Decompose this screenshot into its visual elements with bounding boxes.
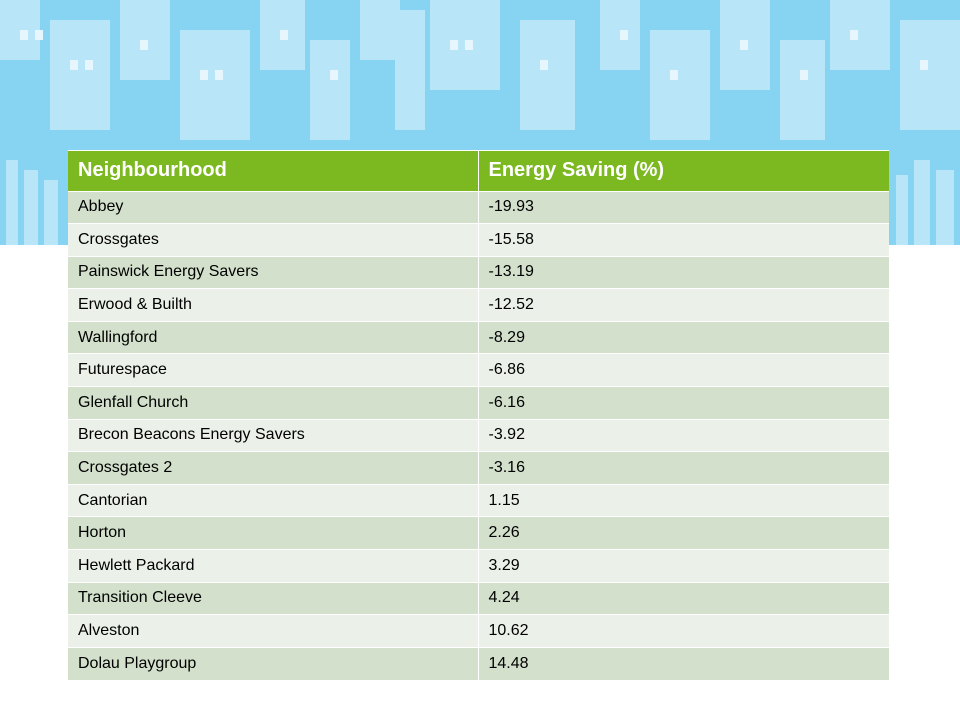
table-row: Alveston 10.62 [68, 614, 889, 648]
energy-saving-cell: 2.26 [478, 516, 889, 550]
top-windows [20, 30, 928, 80]
energy-saving-cell: -8.29 [478, 320, 889, 354]
left-side-buildings [0, 150, 68, 245]
neighbourhood-cell: Hewlett Packard [68, 549, 479, 583]
neighbourhood-cell: Erwood & Builth [68, 288, 479, 322]
neighbourhood-cell: Cantorian [68, 483, 479, 517]
energy-saving-cell: 1.15 [478, 483, 889, 517]
neighbourhood-cell: Wallingford [68, 320, 479, 354]
energy-saving-cell: -12.52 [478, 288, 889, 322]
table-row: Hewlett Packard 3.29 [68, 549, 889, 583]
table-header-row: Neighbourhood Energy Saving (%) [68, 151, 889, 191]
energy-saving-cell: -6.86 [478, 353, 889, 387]
energy-saving-cell: 3.29 [478, 549, 889, 583]
energy-saving-table: Neighbourhood Energy Saving (%) Abbey -19… [68, 151, 889, 680]
table-row: Brecon Beacons Energy Savers -3.92 [68, 418, 889, 452]
table-row: Erwood & Builth -12.52 [68, 288, 889, 322]
right-side-buildings [889, 150, 960, 245]
table-body: Abbey -19.93 Crossgates -15.58 Painswick Ene… [68, 190, 889, 680]
energy-saving-cell: -3.16 [478, 451, 889, 485]
neighbourhood-cell: Abbey [68, 190, 479, 224]
energy-saving-cell: 10.62 [478, 614, 889, 648]
neighbourhood-cell: Crossgates 2 [68, 451, 479, 485]
neighbourhood-cell: Horton [68, 516, 479, 550]
energy-saving-cell: -19.93 [478, 190, 889, 224]
table-row: Abbey -19.93 [68, 190, 889, 224]
table-row: Crossgates 2 -3.16 [68, 451, 889, 485]
header-neighbourhood: Neighbourhood [68, 151, 479, 191]
neighbourhood-cell: Glenfall Church [68, 386, 479, 420]
neighbourhood-cell: Painswick Energy Savers [68, 255, 479, 289]
table-row: Futurespace -6.86 [68, 353, 889, 387]
table-row: Transition Cleeve 4.24 [68, 581, 889, 615]
energy-saving-cell: -6.16 [478, 386, 889, 420]
neighbourhood-cell: Futurespace [68, 353, 479, 387]
table-row: Dolau Playgroup 14.48 [68, 646, 889, 680]
energy-saving-cell: -13.19 [478, 255, 889, 289]
table-row: Wallingford -8.29 [68, 320, 889, 354]
neighbourhood-cell: Crossgates [68, 223, 479, 257]
neighbourhood-cell: Alveston [68, 614, 479, 648]
city-skyline-background [0, 0, 960, 245]
neighbourhood-cell: Brecon Beacons Energy Savers [68, 418, 479, 452]
table-row: Cantorian 1.15 [68, 483, 889, 517]
neighbourhood-cell: Transition Cleeve [68, 581, 479, 615]
table-row: Glenfall Church -6.16 [68, 386, 889, 420]
neighbourhood-cell: Dolau Playgroup [68, 646, 479, 680]
table-row: Painswick Energy Savers -13.19 [68, 255, 889, 289]
energy-saving-cell: -15.58 [478, 223, 889, 257]
energy-saving-cell: 4.24 [478, 581, 889, 615]
energy-saving-cell: 14.48 [478, 646, 889, 680]
energy-saving-cell: -3.92 [478, 418, 889, 452]
header-energy-saving: Energy Saving (%) [478, 151, 889, 191]
top-buildings [0, 0, 960, 140]
table-row: Crossgates -15.58 [68, 223, 889, 257]
table-row: Horton 2.26 [68, 516, 889, 550]
table-container: Neighbourhood Energy Saving (%) Abbey -19… [68, 151, 889, 680]
